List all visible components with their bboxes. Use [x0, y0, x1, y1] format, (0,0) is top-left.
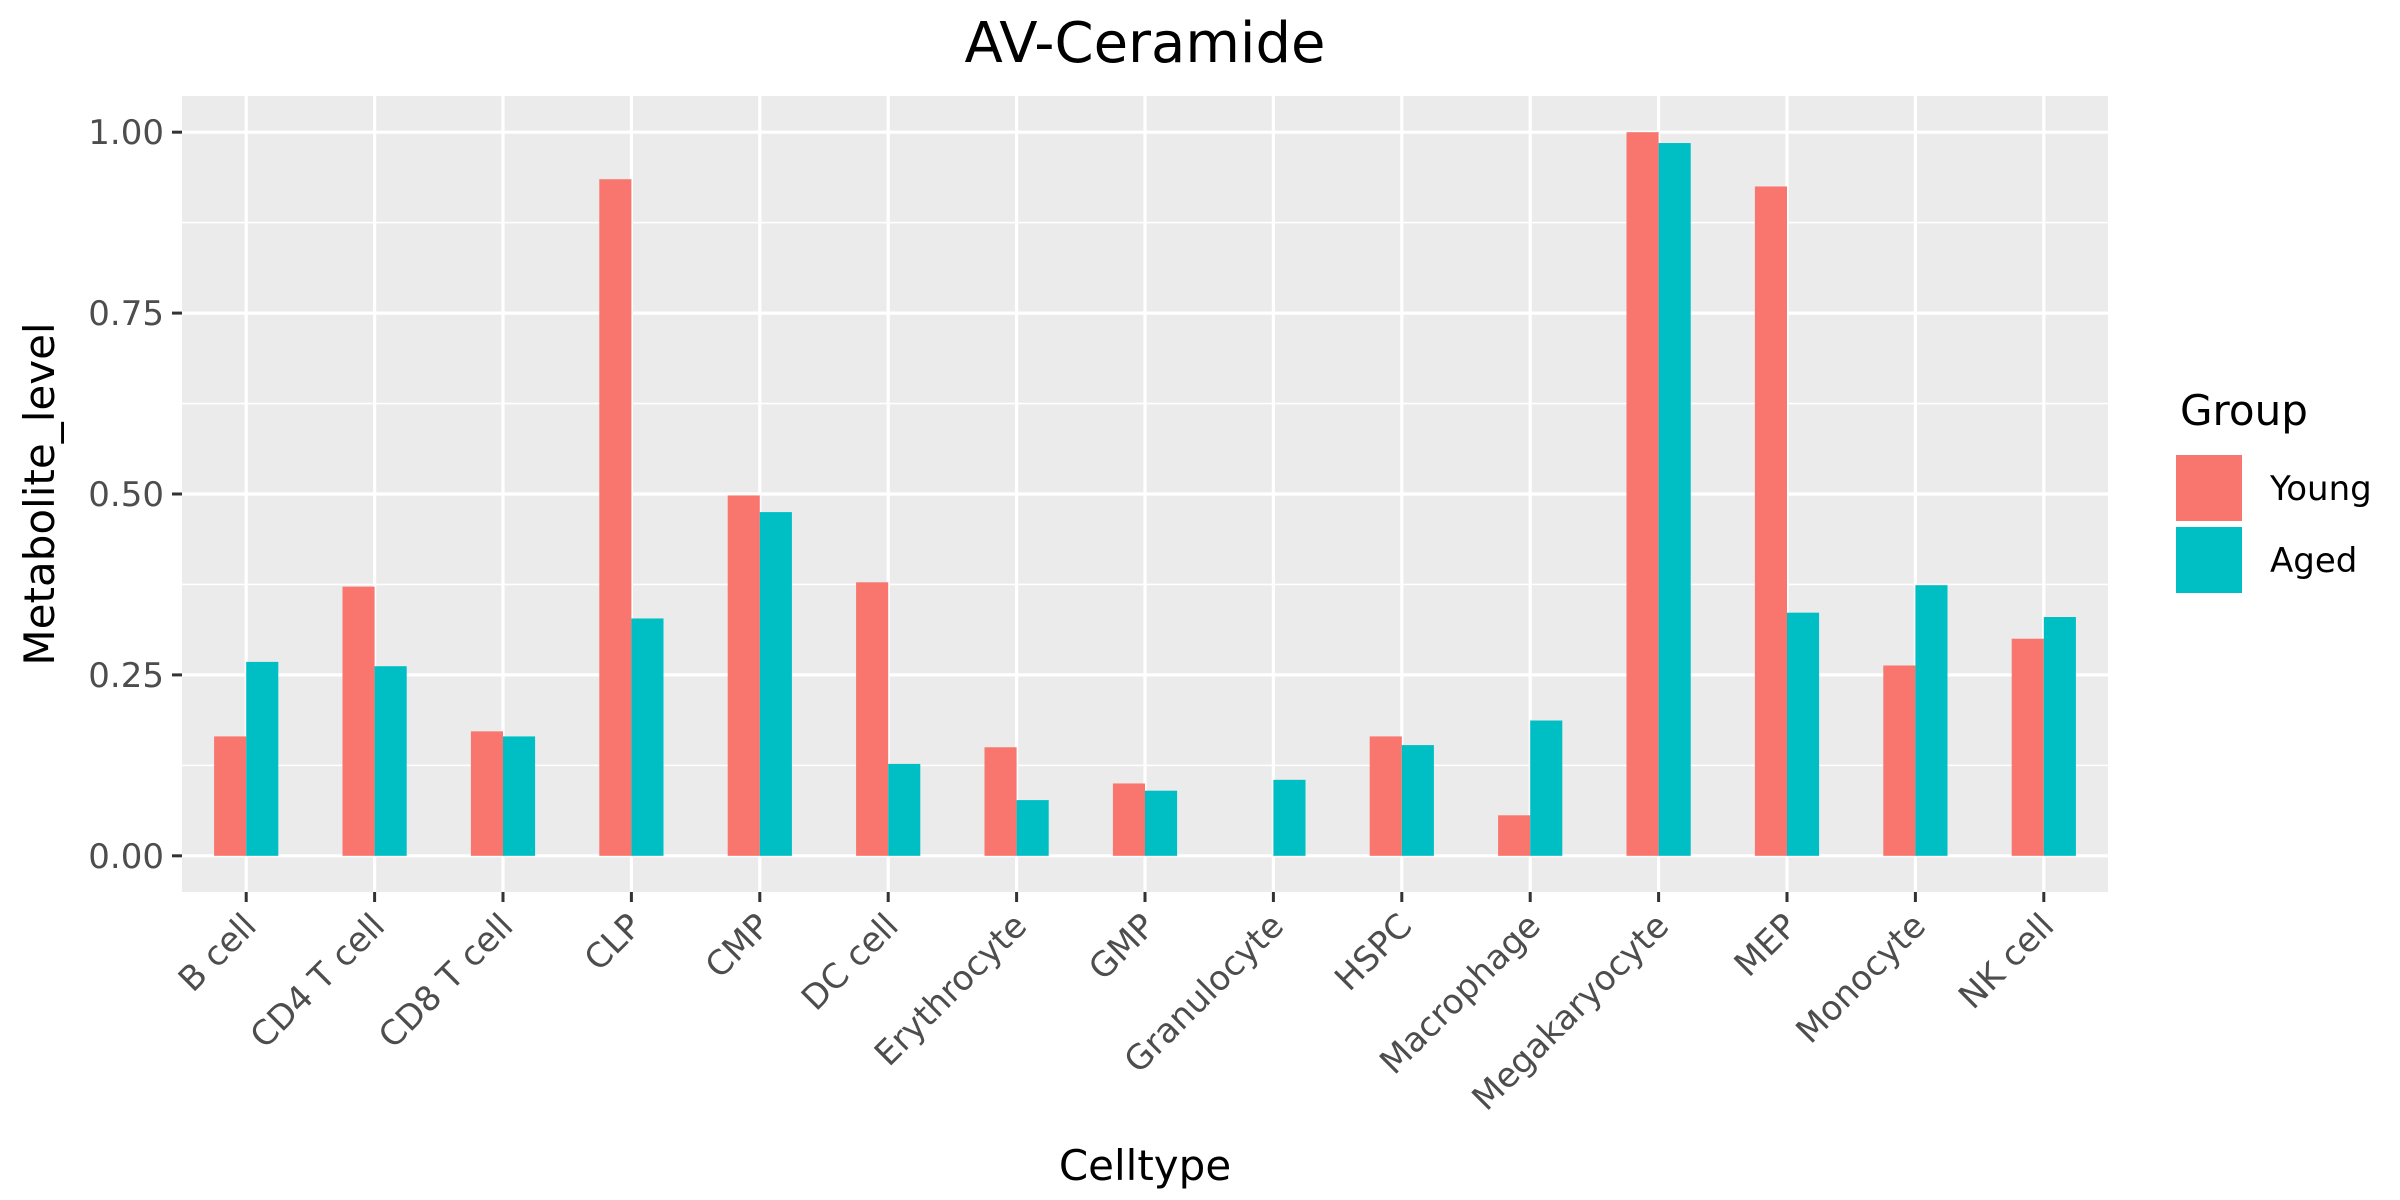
x-tick-label: CMP — [698, 906, 778, 986]
x-tick-label: Monocyte — [1788, 906, 1933, 1051]
bar-aged — [1530, 720, 1563, 856]
bar-young — [1754, 186, 1787, 856]
x-tick-label: CLP — [577, 906, 650, 979]
x-tick-label: CD8 T cell — [371, 906, 521, 1056]
bar-young — [984, 747, 1017, 856]
bar-aged — [1016, 800, 1049, 856]
y-tick-label: 0.25 — [88, 656, 164, 696]
bar-aged — [246, 661, 279, 856]
bar-aged — [888, 763, 921, 856]
bar-aged — [1401, 745, 1434, 856]
bar-aged — [1273, 779, 1306, 856]
x-tick-label: MEP — [1727, 906, 1806, 985]
legend-label-aged: Aged — [2270, 541, 2357, 581]
x-axis-title: Celltype — [1059, 1141, 1231, 1190]
y-tick-label: 0.50 — [88, 475, 164, 515]
x-tick-label: HSPC — [1327, 906, 1420, 999]
y-tick-label: 0.00 — [88, 837, 164, 877]
bar-aged — [1658, 143, 1691, 856]
bar-aged — [1145, 790, 1178, 856]
bar-young — [2011, 638, 2044, 856]
bar-young — [1112, 783, 1145, 856]
x-tick-label: DC cell — [794, 906, 907, 1019]
x-tick-label: NK cell — [1951, 906, 2062, 1017]
y-tick-label: 0.75 — [88, 294, 164, 334]
bar-aged — [1787, 612, 1820, 856]
x-tick-label: CD4 T cell — [243, 906, 393, 1056]
bar-young — [599, 179, 632, 856]
chart-title: AV-Ceramide — [965, 11, 1326, 76]
bar-aged — [374, 666, 407, 856]
bar-young — [214, 736, 247, 856]
x-tick-label: GMP — [1081, 906, 1163, 988]
bar-young — [856, 582, 889, 856]
bar-young — [727, 495, 760, 856]
legend: Group Young Aged — [2176, 386, 2372, 593]
bar-aged — [759, 512, 792, 856]
legend-label-young: Young — [2269, 469, 2372, 509]
legend-title: Group — [2180, 386, 2308, 435]
y-tick-label: 1.00 — [88, 113, 164, 153]
y-axis-title: Metabolite_level — [15, 322, 64, 665]
bar-aged — [2043, 617, 2076, 856]
bar-aged — [503, 736, 536, 856]
bar-young — [1498, 815, 1531, 856]
legend-key-aged — [2176, 527, 2242, 593]
legend-key-young — [2176, 455, 2242, 521]
bar-young — [1883, 665, 1916, 856]
bar-aged — [1915, 585, 1948, 856]
bar-young — [342, 586, 375, 856]
bar-aged — [631, 618, 664, 856]
bar-young — [1626, 132, 1659, 856]
bar-young — [470, 731, 503, 856]
bar-young — [1369, 736, 1402, 856]
x-tick-label: B cell — [171, 906, 265, 1000]
